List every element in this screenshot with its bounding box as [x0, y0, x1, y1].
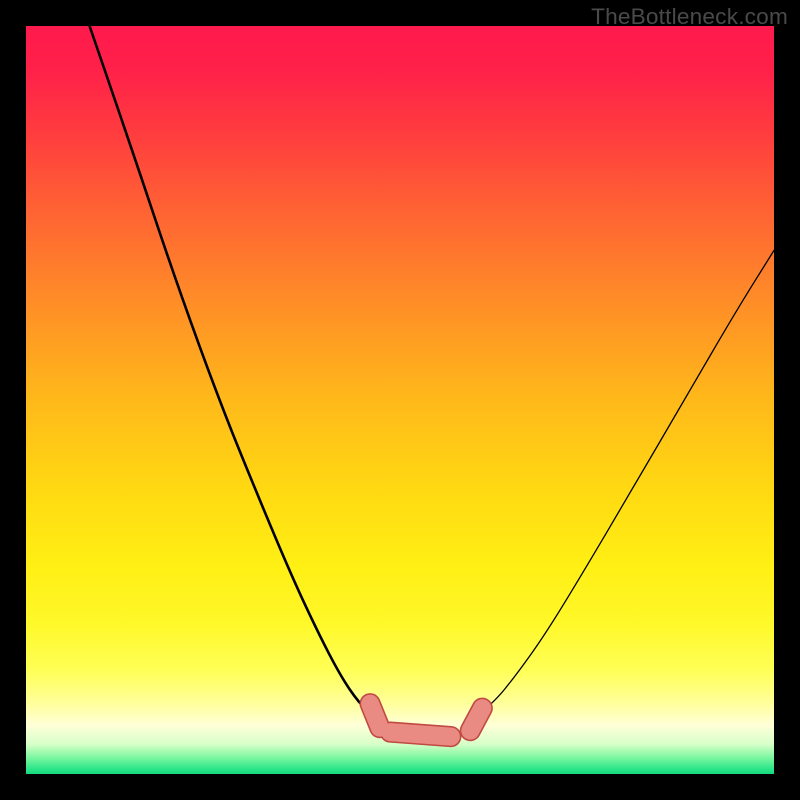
marker-fill-1 — [390, 732, 451, 736]
watermark-text: TheBottleneck.com — [591, 4, 788, 30]
marker-fill-2 — [470, 708, 482, 730]
bottleneck-chart — [0, 0, 800, 800]
marker-fill-0 — [370, 704, 380, 728]
gradient-fill — [26, 26, 774, 774]
